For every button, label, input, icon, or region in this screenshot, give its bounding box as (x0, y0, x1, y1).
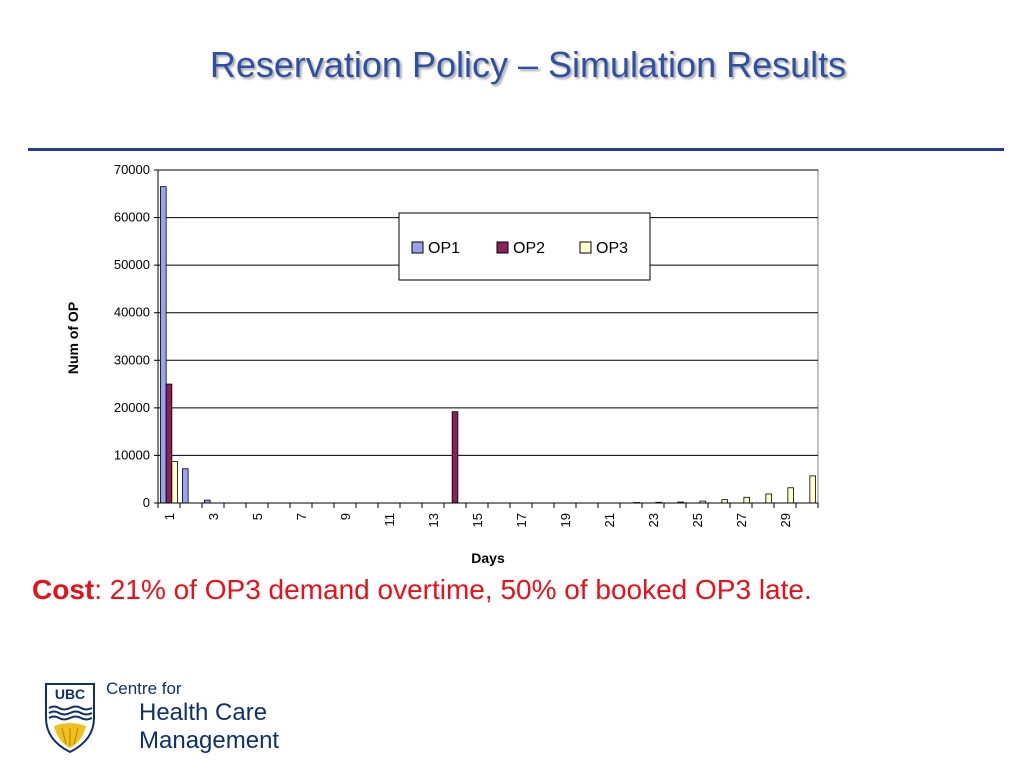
slide-title: Reservation Policy – Simulation Results (209, 44, 847, 85)
cost-caption: Cost: 21% of OP3 demand overtime, 50% of… (32, 574, 812, 606)
x-tick-label: 17 (514, 513, 529, 527)
legend-label-op1: OP1 (428, 240, 460, 257)
caption-bold-label: Cost (32, 574, 95, 605)
ubc-crest-logo: UBC (45, 683, 95, 754)
y-tick-label: 0 (143, 495, 150, 510)
x-axis-label: Days (471, 550, 505, 566)
org-name-line3: Management (139, 727, 280, 754)
y-tick-labels: 0 10000 20000 30000 40000 50000 60000 70000 (114, 162, 150, 510)
title-divider (28, 148, 1004, 151)
x-tick-label: 3 (206, 513, 221, 520)
legend-swatch-op3 (579, 241, 592, 254)
bar-op3-day-30 (809, 475, 816, 504)
bar-op2-day-1 (165, 383, 173, 504)
legend-box (398, 212, 651, 281)
y-tick-label: 30000 (114, 352, 150, 367)
bar-op3-day-29 (787, 487, 794, 504)
org-name-line1: Centre for (106, 679, 182, 698)
x-tick-label: 23 (646, 513, 661, 527)
x-tick-label: 7 (294, 513, 309, 520)
x-tick-label: 15 (470, 513, 485, 527)
y-tick-label: 70000 (114, 162, 150, 177)
x-tick-label: 25 (690, 513, 705, 527)
bar-op1-day-1 (160, 186, 167, 504)
y-tick-label: 40000 (114, 305, 150, 320)
axes (154, 169, 819, 508)
bar-op1-day-2 (182, 468, 189, 504)
y-tick-label: 10000 (114, 447, 150, 462)
crest-waves (48, 705, 93, 721)
bar-op3-day-28 (765, 493, 772, 504)
legend-label-op2: OP2 (513, 240, 545, 257)
x-tick-label: 29 (778, 513, 793, 527)
caption-text: : 21% of OP3 demand overtime, 50% of boo… (94, 574, 812, 605)
y-tick-label: 60000 (114, 210, 150, 225)
bar-op2-day-14 (451, 411, 459, 504)
x-tick-label: 27 (734, 513, 749, 527)
x-tick-label: 21 (602, 513, 617, 527)
x-tick-label: 1 (162, 513, 177, 520)
org-name: Centre for Health Care Management (106, 680, 279, 753)
x-tick-labels: 1 3 5 7 9 11 13 15 17 19 21 23 25 27 29 (162, 513, 793, 527)
x-tick-label: 19 (558, 513, 573, 527)
org-name-line2: Health Care (139, 699, 268, 726)
y-tick-label: 20000 (114, 400, 150, 415)
x-tick-label: 13 (426, 513, 441, 527)
bar-op3-day-1 (171, 461, 178, 504)
crest-sun-rays (61, 727, 79, 746)
y-tick-label: 50000 (114, 257, 150, 272)
legend-swatch-op2 (496, 241, 509, 254)
crest-top-band (47, 685, 93, 703)
crest-ubc-text: UBC (55, 686, 85, 702)
x-tick-label: 9 (338, 513, 353, 520)
y-axis-label: Num of OP (65, 302, 81, 374)
x-tick-label: 5 (250, 513, 265, 520)
legend-label-op3: OP3 (596, 240, 628, 257)
legend-swatch-op1 (411, 241, 424, 254)
chart-legend: OP1 OP2 OP3 (398, 212, 651, 281)
x-tick-label: 11 (382, 513, 397, 527)
bar-op3-day-27 (743, 496, 750, 504)
